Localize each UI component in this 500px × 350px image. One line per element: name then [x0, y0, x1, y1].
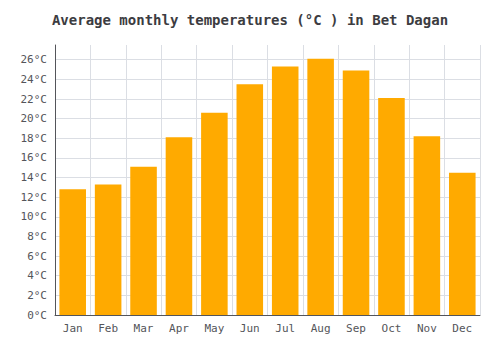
svg-text:Feb: Feb	[98, 322, 118, 335]
svg-text:16°C: 16°C	[21, 151, 48, 164]
svg-text:12°C: 12°C	[21, 191, 48, 204]
svg-text:Mar: Mar	[134, 322, 154, 335]
svg-text:0°C: 0°C	[27, 309, 47, 322]
svg-text:Dec: Dec	[452, 322, 472, 335]
svg-text:22°C: 22°C	[21, 93, 48, 106]
svg-text:Apr: Apr	[169, 322, 189, 335]
svg-text:Nov: Nov	[417, 322, 437, 335]
svg-text:Aug: Aug	[311, 322, 331, 335]
svg-text:8°C: 8°C	[27, 230, 47, 243]
svg-text:Jun: Jun	[240, 322, 260, 335]
svg-text:Oct: Oct	[382, 322, 402, 335]
svg-text:26°C: 26°C	[21, 53, 48, 66]
svg-text:Jul: Jul	[275, 322, 295, 335]
svg-text:10°C: 10°C	[21, 210, 48, 223]
svg-text:14°C: 14°C	[21, 171, 48, 184]
svg-text:Average monthly temperatures (: Average monthly temperatures (°C ) in Be…	[52, 12, 448, 28]
svg-text:4°C: 4°C	[27, 269, 47, 282]
svg-text:Jan: Jan	[63, 322, 83, 335]
svg-text:20°C: 20°C	[21, 112, 48, 125]
svg-text:6°C: 6°C	[27, 250, 47, 263]
svg-text:Sep: Sep	[346, 322, 366, 335]
svg-text:18°C: 18°C	[21, 132, 48, 145]
svg-text:May: May	[204, 322, 224, 335]
svg-text:24°C: 24°C	[21, 73, 48, 86]
svg-text:2°C: 2°C	[27, 289, 47, 302]
